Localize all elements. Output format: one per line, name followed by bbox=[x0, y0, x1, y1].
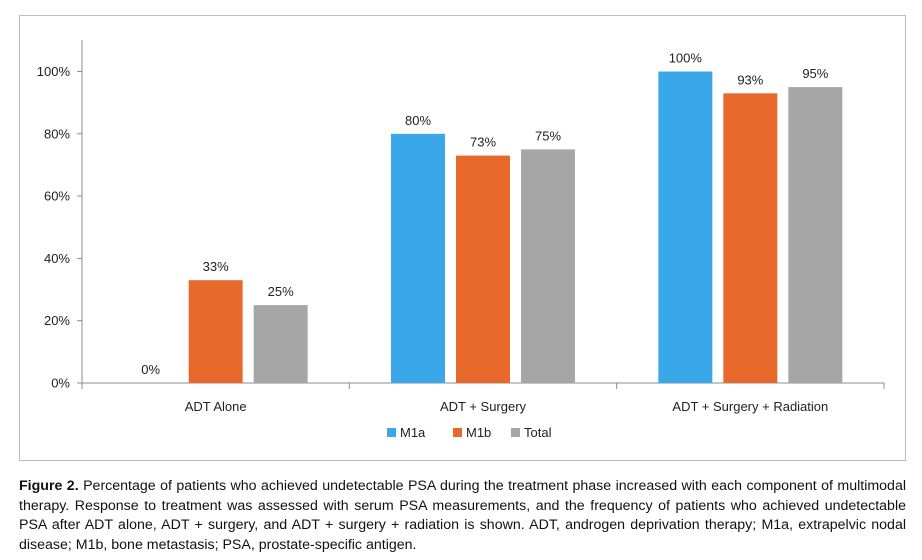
legend-swatch-total bbox=[511, 428, 520, 437]
chart-frame: 0% 20% 40% 60% 80% 100% 0% 33% 25% ADT Alone 80% 73… bbox=[19, 15, 906, 461]
data-label: 95% bbox=[802, 66, 828, 81]
data-label: 75% bbox=[535, 128, 561, 143]
data-label: 100% bbox=[669, 51, 703, 66]
bar-total-3 bbox=[788, 87, 843, 383]
bar-m1a-3 bbox=[658, 71, 713, 383]
x-category-label: ADT + Surgery bbox=[440, 399, 527, 414]
bar-chart: 0% 20% 40% 60% 80% 100% 0% 33% 25% ADT Alone 80% 73… bbox=[37, 40, 885, 440]
bar-total-1 bbox=[253, 305, 308, 383]
x-category-label: ADT + Surgery + Radiation bbox=[672, 399, 828, 414]
legend-swatch-m1b bbox=[453, 428, 462, 437]
y-tick-label: 40% bbox=[44, 251, 70, 266]
bar-m1b-3 bbox=[723, 93, 778, 384]
y-tick-label: 100% bbox=[37, 64, 71, 79]
x-category-label: ADT Alone bbox=[185, 399, 247, 414]
bar-m1b-2 bbox=[456, 155, 510, 383]
data-label: 73% bbox=[470, 135, 496, 150]
data-label: 25% bbox=[268, 284, 294, 299]
data-label: 0% bbox=[141, 362, 160, 377]
legend-label-m1a: M1a bbox=[400, 425, 426, 440]
data-label: 80% bbox=[405, 113, 431, 128]
legend-label-total: Total bbox=[524, 425, 552, 440]
data-label: 93% bbox=[737, 72, 763, 87]
legend-label-m1b: M1b bbox=[466, 425, 491, 440]
bar-total-2 bbox=[521, 149, 575, 383]
legend-swatch-m1a bbox=[387, 428, 396, 437]
bar-m1a-2 bbox=[391, 133, 445, 383]
caption-text: Percentage of patients who achieved unde… bbox=[19, 478, 906, 553]
y-tick-label: 20% bbox=[44, 313, 70, 328]
y-tick-label: 0% bbox=[51, 376, 70, 391]
caption-lead: Figure 2. bbox=[19, 478, 79, 494]
figure-caption: Figure 2. Percentage of patients who ach… bbox=[19, 477, 906, 555]
bar-m1b-1 bbox=[188, 280, 243, 383]
y-tick-label: 60% bbox=[44, 189, 70, 204]
y-tick-label: 80% bbox=[44, 126, 70, 141]
data-label: 33% bbox=[203, 259, 229, 274]
